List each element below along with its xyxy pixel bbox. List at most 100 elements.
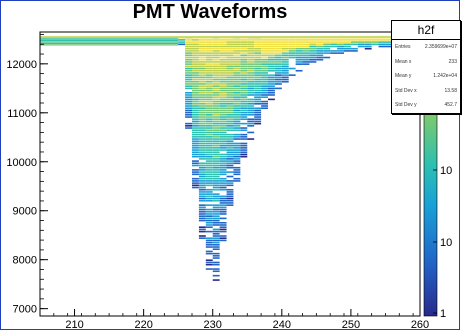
- pulse-bin: [205, 210, 213, 213]
- pulse-bin: [192, 120, 199, 123]
- pulse-bin: [350, 43, 358, 46]
- pulse-bin: [261, 56, 268, 59]
- pulse-bin: [226, 89, 234, 92]
- pulse-bin: [219, 94, 227, 96]
- pulse-bin: [205, 208, 213, 211]
- pulse-bin: [226, 122, 234, 125]
- stats-row-entries: Entries 2.359699e+07: [392, 40, 460, 55]
- pulse-bin: [226, 67, 234, 70]
- pulse-bin: [350, 39, 358, 41]
- pulse-bin: [226, 47, 234, 50]
- pulse-bin: [240, 155, 248, 158]
- pulse-bin: [219, 169, 227, 171]
- stats-box: h2f Entries 2.359699e+07 Mean x 233 Mean…: [391, 20, 461, 114]
- pulse-bin: [323, 56, 331, 59]
- pulse-bin: [212, 98, 220, 101]
- pulse-bin: [274, 83, 282, 85]
- pulse-bin: [247, 122, 255, 125]
- pulse-bin: [205, 142, 213, 145]
- pulse-bin: [254, 118, 262, 121]
- pulse-bin: [205, 177, 213, 180]
- pulse-bin: [281, 74, 289, 76]
- pulse-bin: [295, 56, 303, 59]
- pulse-bin: [261, 100, 268, 103]
- pulse-bin: [212, 147, 220, 149]
- pulse-bin: [205, 237, 213, 240]
- pulse-bin: [288, 41, 296, 43]
- pulse-bin: [254, 116, 262, 118]
- pulse-bin: [226, 114, 234, 116]
- pulse-bin: [219, 107, 227, 110]
- pulse-bin: [205, 217, 213, 220]
- pulse-bin: [198, 149, 206, 151]
- pulse-bin: [205, 127, 213, 129]
- pulse-bin: [205, 39, 213, 41]
- pulse-bin: [295, 52, 303, 54]
- pulse-bin: [254, 74, 262, 76]
- pulse-bin: [198, 129, 206, 132]
- pulse-bin: [205, 180, 213, 182]
- pulse-bin: [198, 116, 206, 118]
- pulse-bin: [309, 43, 317, 46]
- pulse-bin: [233, 52, 241, 54]
- pulse-bin: [247, 41, 255, 43]
- pulse-bin: [226, 160, 234, 162]
- pulse-bin: [268, 54, 275, 57]
- pulse-bin: [240, 50, 248, 52]
- pulse-bin: [233, 67, 241, 70]
- pulse-bin: [226, 80, 234, 83]
- pulse-bin: [212, 175, 220, 178]
- pulse-bin: [212, 63, 220, 65]
- pulse-bin: [192, 39, 199, 41]
- pulse-bin: [268, 47, 275, 50]
- pulse-bin: [226, 74, 234, 76]
- pulse-bin: [205, 246, 213, 248]
- pulse-bin: [219, 111, 227, 114]
- pulse-bin: [212, 85, 220, 87]
- pulse-bin: [226, 39, 234, 41]
- pulse-bin: [302, 58, 310, 61]
- pulse-bin: [212, 39, 220, 41]
- pulse-bin: [226, 140, 234, 143]
- pulse-bin: [240, 56, 248, 59]
- pulse-bin: [192, 109, 199, 112]
- pulse-bin: [247, 85, 255, 87]
- pulse-bin: [212, 69, 220, 72]
- x-tick-label: 230: [204, 319, 222, 331]
- pulse-bin: [185, 98, 192, 101]
- pulse-bin: [268, 78, 275, 81]
- pulse-bin: [219, 197, 227, 200]
- pulse-bin: [198, 175, 206, 178]
- pulse-bin: [198, 94, 206, 96]
- pulse-bin: [261, 67, 268, 70]
- pulse-bin: [254, 65, 262, 68]
- pulse-bin: [247, 52, 255, 54]
- pulse-bin: [226, 105, 234, 107]
- pulse-bin: [185, 85, 192, 87]
- pulse-bin: [357, 43, 365, 46]
- pulse-bin: [185, 61, 192, 63]
- pulse-bin: [219, 147, 227, 149]
- pulse-bin: [219, 47, 227, 50]
- baseline-bin: [40, 38, 179, 40]
- pulse-bin: [212, 131, 220, 134]
- pulse-bin: [240, 138, 248, 140]
- pulse-bin: [198, 127, 206, 129]
- pulse-bin: [198, 58, 206, 61]
- stats-row-std-x: Std Dev x 13.58: [392, 84, 460, 99]
- pulse-bin: [268, 76, 275, 79]
- pulse-bin: [247, 69, 255, 72]
- pulse-bin: [205, 191, 213, 193]
- pulse-bin: [261, 91, 268, 94]
- pulse-bin: [219, 131, 227, 134]
- pulse-bin: [198, 206, 206, 209]
- pulse-bin: [268, 41, 275, 43]
- pulse-bin: [268, 67, 275, 70]
- pulse-bin: [198, 67, 206, 70]
- pulse-bin: [233, 94, 241, 96]
- pulse-bin: [198, 133, 206, 136]
- pulse-bin: [205, 43, 213, 46]
- pulse-bin: [185, 39, 192, 41]
- pulse-bin: [233, 45, 241, 48]
- pulse-bin: [219, 43, 227, 46]
